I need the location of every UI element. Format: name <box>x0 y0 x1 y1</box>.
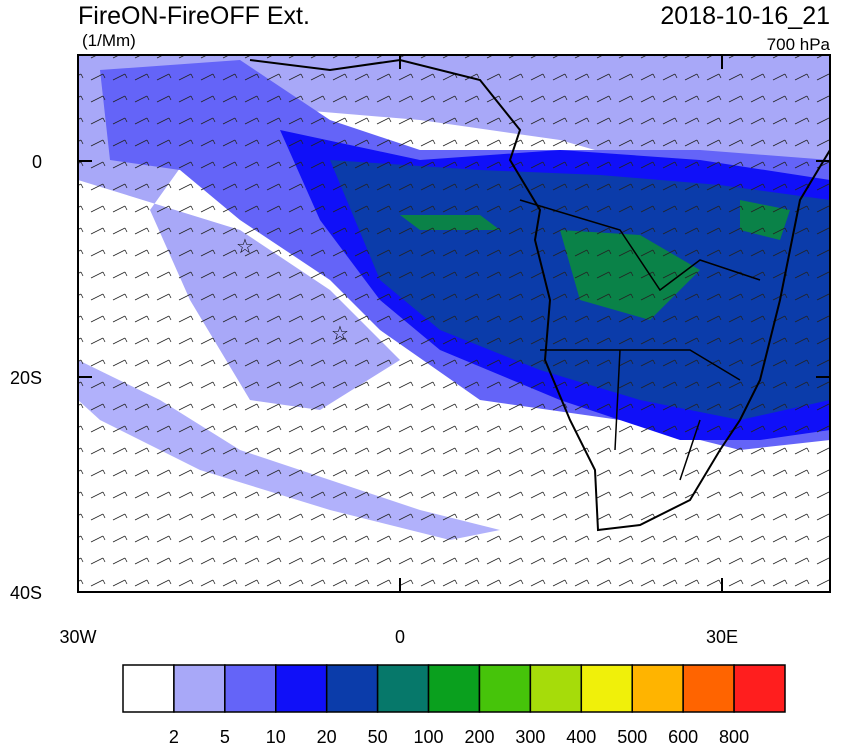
colorbar-box <box>224 664 277 713</box>
date: 2018-10-16_21 <box>660 2 830 30</box>
lon-label: 30W <box>59 627 96 647</box>
colorbar-box <box>478 664 532 713</box>
units: (1/Mm) <box>82 31 136 50</box>
lat-label: 0 <box>32 152 42 172</box>
colorbar-box <box>427 664 481 713</box>
colorbar-box <box>173 664 226 713</box>
site-marker: ☆ <box>236 236 254 258</box>
colorbar-label: 500 <box>617 727 647 747</box>
colorbar-label: 600 <box>668 727 698 747</box>
title: FireON-FireOFF Ext. <box>78 2 310 30</box>
colorbar-box <box>376 664 430 713</box>
axes: 0 20S 40S 30W 0 30E <box>10 55 830 647</box>
lat-label: 20S <box>10 368 42 388</box>
colorbar-box <box>275 664 328 713</box>
colorbar-box <box>631 664 684 713</box>
colorbar-box <box>733 664 786 713</box>
colorbar-label: 10 <box>266 727 286 747</box>
colorbar-box <box>580 664 633 713</box>
colorbar-label: 100 <box>414 727 444 747</box>
lon-label: 0 <box>395 627 405 647</box>
lat-label: 40S <box>10 583 42 603</box>
colorbar-label: 50 <box>368 727 388 747</box>
pressure-level: 700 hPa <box>767 35 831 54</box>
colorbar-box <box>529 664 583 713</box>
map-area: ☆ ☆ <box>78 55 830 592</box>
colorbar-label: 5 <box>220 727 230 747</box>
colorbar-label: 20 <box>317 727 337 747</box>
site-marker: ☆ <box>331 323 349 345</box>
colorbar-label: 800 <box>719 727 749 747</box>
lon-label: 30E <box>706 627 738 647</box>
coastline <box>249 58 830 532</box>
colorbar-box <box>682 664 735 713</box>
plot-frame <box>77 54 831 593</box>
colorbar-box <box>325 664 379 713</box>
borders <box>519 199 761 481</box>
colorbar: 2 5 10 20 50 100 200 300 400 500 600 800 <box>122 664 786 747</box>
colorbar-box <box>122 664 175 713</box>
colorbar-label: 400 <box>566 727 596 747</box>
wind-barbs <box>78 55 830 592</box>
colorbar-label: 200 <box>464 727 494 747</box>
colorbar-label: 2 <box>169 727 179 747</box>
colorbar-label: 300 <box>515 727 545 747</box>
